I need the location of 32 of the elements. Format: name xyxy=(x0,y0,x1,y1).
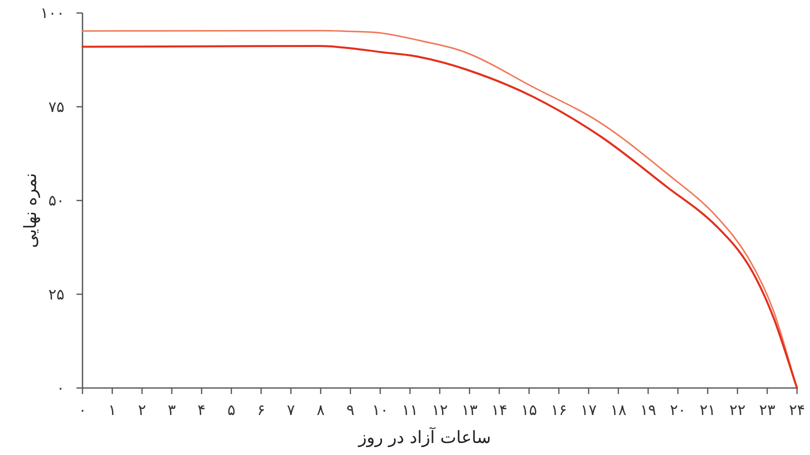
x-tick-label: ۱۳ xyxy=(461,401,478,419)
x-tick-label: ۱۵ xyxy=(521,401,538,419)
x-tick-label: ۲۱ xyxy=(700,401,716,419)
x-tick-label: ۱۱ xyxy=(402,401,418,419)
x-tick-label: ۱۶ xyxy=(550,401,567,419)
x-tick-label: ۱۷ xyxy=(580,401,597,419)
x-tick-label: ۴ xyxy=(198,401,206,419)
x-tick-label: ۱۹ xyxy=(640,401,656,419)
x-tick-label: ۱ xyxy=(108,401,116,419)
y-tick-label: ۱۰۰ xyxy=(40,4,64,22)
x-tick-label: ۱۸ xyxy=(610,401,626,419)
x-tick-label: ۲۲ xyxy=(729,401,746,419)
x-tick-label: ۵ xyxy=(227,401,236,419)
y-tick-label: ۲۵ xyxy=(48,285,64,304)
x-tick-label: ۱۴ xyxy=(491,401,508,419)
x-tick-label: ۲۴ xyxy=(788,401,806,419)
x-tick-label: ۱۲ xyxy=(432,401,448,419)
y-axis-title: نمره نهایی xyxy=(21,173,41,248)
x-axis-title: ساعات آزاد در روز xyxy=(357,427,492,448)
x-tick-label: ۲۳ xyxy=(759,401,776,419)
y-tick-label: ۰ xyxy=(56,379,64,397)
x-tick-label: ۸ xyxy=(316,401,325,419)
x-tick-label: ۷ xyxy=(286,401,295,419)
x-tick-label: ۰ xyxy=(78,401,87,419)
x-tick-label: ۶ xyxy=(257,401,266,419)
y-tick-label: ۵۰ xyxy=(48,192,64,210)
x-tick-label: ۱۰ xyxy=(372,401,388,419)
x-tick-label: ۲ xyxy=(138,401,146,419)
x-tick-label: ۳ xyxy=(168,401,176,419)
x-tick-label: ۲۰ xyxy=(670,401,686,419)
x-tick-label: ۹ xyxy=(346,401,354,419)
y-tick-label: ۷۵ xyxy=(48,98,64,116)
